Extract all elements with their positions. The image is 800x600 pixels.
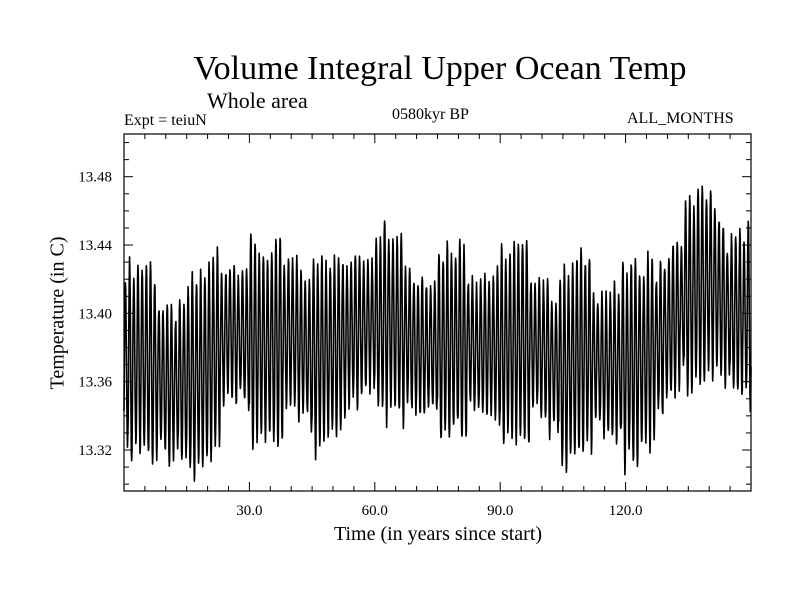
x-tick-label: 120.0 xyxy=(609,503,643,519)
y-tick-label: 13.48 xyxy=(78,170,112,186)
experiment-label: Expt = teiuN xyxy=(124,112,207,129)
temperature-series-line xyxy=(123,185,752,482)
chart-subtitle: Whole area xyxy=(207,88,308,113)
chart-title: Volume Integral Upper Ocean Temp xyxy=(193,50,687,87)
months-label: ALL_MONTHS xyxy=(627,110,734,127)
period-label: 0580kyr BP xyxy=(392,106,469,123)
ticks-group: 13.32 13.36 13.40 13.44 13.48 30.0 60.0 90.0 120… xyxy=(78,134,751,519)
x-tick-label: 60.0 xyxy=(362,503,388,519)
x-tick-label: 90.0 xyxy=(487,503,513,519)
y-tick-label: 13.44 xyxy=(78,238,112,254)
x-axis-label: Time (in years since start) xyxy=(333,523,543,545)
y-tick-label: 13.40 xyxy=(78,306,112,322)
y-tick-label: 13.36 xyxy=(78,375,112,391)
plot-line-group xyxy=(123,185,752,482)
x-tick-label: 30.0 xyxy=(236,503,262,519)
y-axis-label: Temperature (in C) xyxy=(46,236,69,390)
y-tick-label: 13.32 xyxy=(78,443,112,459)
